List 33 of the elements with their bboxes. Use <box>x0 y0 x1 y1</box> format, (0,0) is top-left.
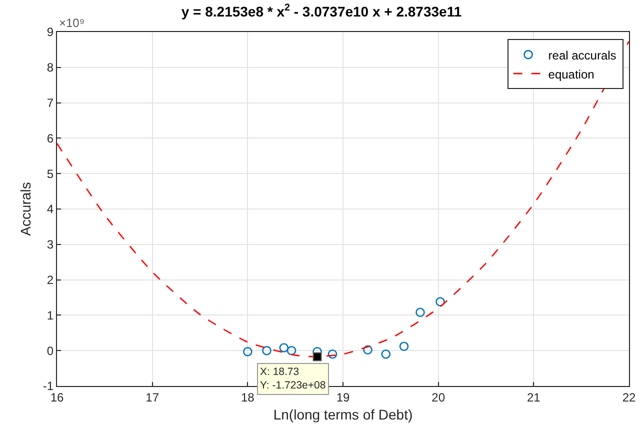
point <box>243 347 252 356</box>
point <box>279 343 289 352</box>
legend-label: equation <box>548 67 594 82</box>
x-tick-label: 19 <box>336 390 350 404</box>
y-tick-label: 8 <box>46 60 54 75</box>
y-tick-label: 7 <box>46 96 54 110</box>
x-tick-label: 22 <box>622 390 636 404</box>
x-tick-label: 18 <box>240 390 255 404</box>
x-tick-label: 20 <box>432 390 446 404</box>
y-tick-label: 0 <box>46 344 54 358</box>
y-tick-label: 6 <box>46 131 54 146</box>
x-tick-label: 21 <box>526 390 541 404</box>
point <box>286 346 296 356</box>
x-axis-title: Ln(long terms of Debt) <box>273 406 413 423</box>
point <box>328 349 338 359</box>
y-tick-label: 9 <box>46 25 54 40</box>
chart-title: y = 8.2153e8 * x$^{2}$ - 3.0737e10 x + 2.8733e11 <box>181 2 462 20</box>
point <box>436 297 445 306</box>
point <box>262 346 272 356</box>
text: ×10⁹ <box>59 16 84 30</box>
point <box>381 349 391 359</box>
legend-label: real accurals <box>548 48 616 62</box>
y-tick-label: 5 <box>46 166 54 181</box>
x-tick-label: 17 <box>146 390 160 404</box>
y-tick-label: 2 <box>46 273 54 287</box>
y-tick-label: 3 <box>46 238 54 252</box>
annotation: X: 18.73 Y: -1.723e+08 <box>260 366 326 392</box>
point <box>416 308 425 318</box>
y-tick-label: 1 <box>46 308 54 322</box>
y-axis-title: Accurals <box>18 182 34 236</box>
y-tick-label: 4 <box>46 202 54 216</box>
point <box>399 342 409 351</box>
point <box>363 345 372 355</box>
